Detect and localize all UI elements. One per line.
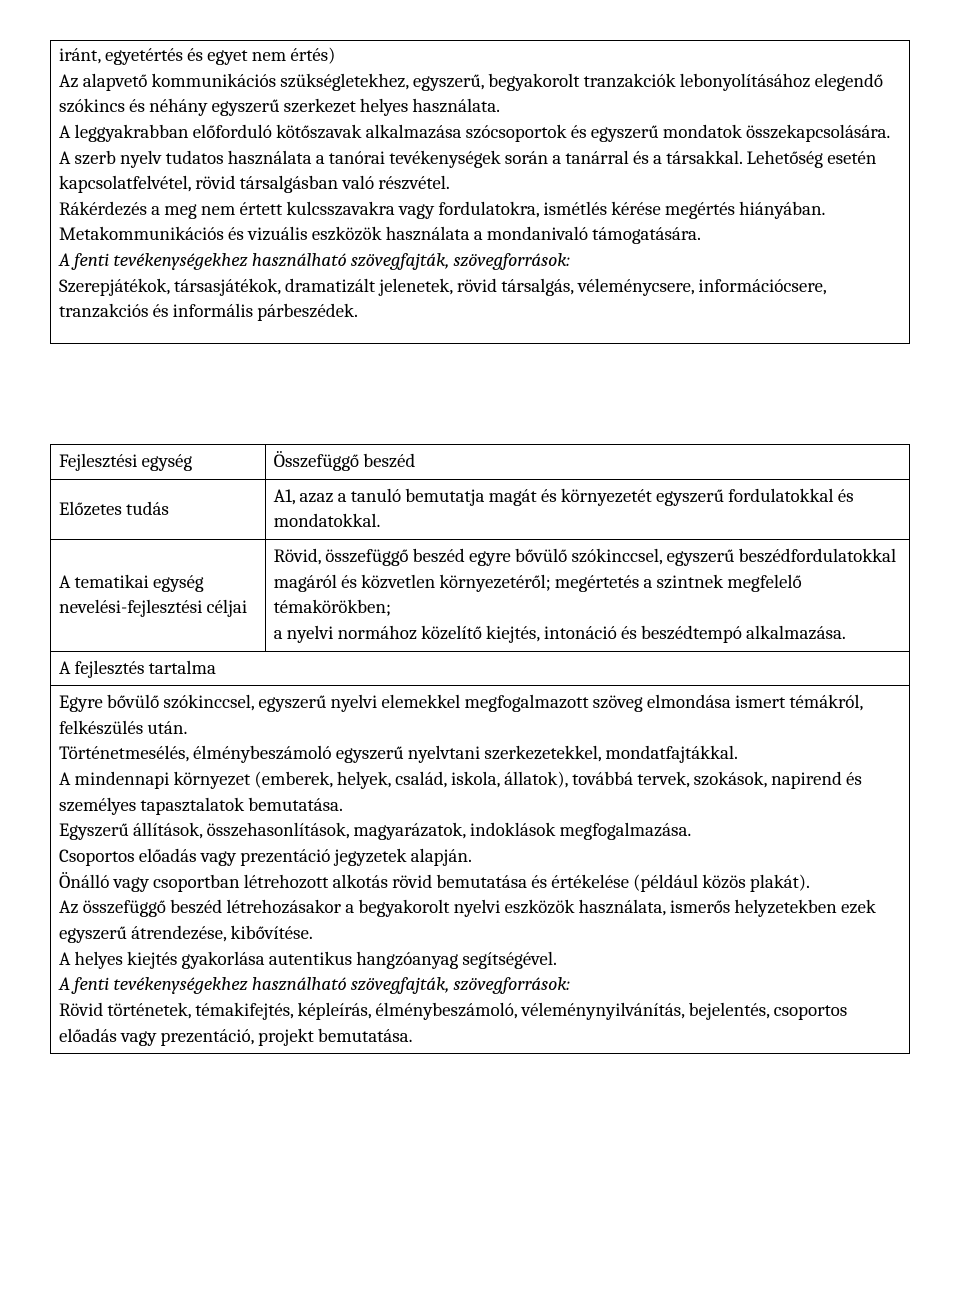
row-content: A1, azaz a tanuló bemutatja magát és kör… (265, 479, 909, 539)
paragraph: Rákérdezés a meg nem értett kulcsszavakr… (59, 197, 901, 223)
upper-text-box: iránt, egyetértés és egyet nem értés) Az… (50, 40, 910, 344)
table-row: Egyre bővülő szókinccsel, egyszerű nyelv… (51, 686, 910, 1054)
row-content: Rövid, összefüggő beszéd egyre bővülő sz… (265, 539, 909, 651)
paragraph: Egyszerű állítások, összehasonlítások, m… (59, 818, 901, 844)
paragraph: Egyre bővülő szókinccsel, egyszerű nyelv… (59, 690, 901, 741)
content-cell: Egyre bővülő szókinccsel, egyszerű nyelv… (51, 686, 910, 1054)
row-label: A tematikai egység nevelési-fejlesztési … (51, 539, 266, 651)
paragraph: A mindennapi környezet (emberek, helyek,… (59, 767, 901, 818)
header-cell-right: Összefüggő beszéd (265, 445, 909, 480)
paragraph: Metakommunikációs és vizuális eszközök h… (59, 222, 901, 248)
table-row: Előzetes tudás A1, azaz a tanuló bemutat… (51, 479, 910, 539)
paragraph: Az összefüggő beszéd létrehozásakor a be… (59, 895, 901, 946)
paragraph: A szerb nyelv tudatos használata a tanór… (59, 146, 901, 197)
paragraph: iránt, egyetértés és egyet nem értés) (59, 43, 901, 69)
table-row: Fejlesztési egység Összefüggő beszéd (51, 445, 910, 480)
table-row: A tematikai egység nevelési-fejlesztési … (51, 539, 910, 651)
section-title: A fejlesztés tartalma (51, 651, 910, 686)
header-cell-left: Fejlesztési egység (51, 445, 266, 480)
paragraph-italic: A fenti tevékenységekhez használható szö… (59, 972, 901, 998)
paragraph: Szerepjátékok, társasjátékok, dramatizál… (59, 274, 901, 325)
paragraph: Történetmesélés, élménybeszámoló egyszer… (59, 741, 901, 767)
paragraph: A helyes kiejtés gyakorlása autentikus h… (59, 947, 901, 973)
paragraph: A leggyakrabban előforduló kötőszavak al… (59, 120, 901, 146)
curriculum-table: Fejlesztési egység Összefüggő beszéd Elő… (50, 444, 910, 1054)
paragraph: Önálló vagy csoportban létrehozott alkot… (59, 870, 901, 896)
table-row: A fejlesztés tartalma (51, 651, 910, 686)
row-label: Előzetes tudás (51, 479, 266, 539)
paragraph: Csoportos előadás vagy prezentáció jegyz… (59, 844, 901, 870)
paragraph: Az alapvető kommunikációs szükségletekhe… (59, 69, 901, 120)
paragraph-italic: A fenti tevékenységekhez használható szö… (59, 248, 901, 274)
paragraph: Rövid történetek, témakifejtés, képleírá… (59, 998, 901, 1049)
